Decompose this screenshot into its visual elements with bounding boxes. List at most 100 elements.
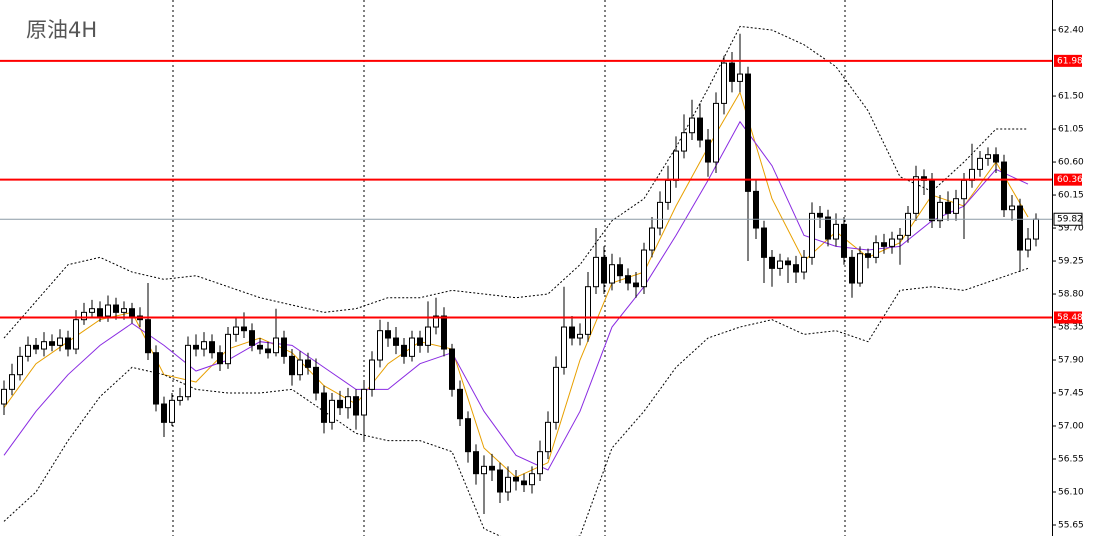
candle-body — [321, 392, 327, 423]
candle-body — [865, 253, 871, 258]
candle-body — [841, 223, 847, 258]
last-price-label: 59.82 — [1057, 215, 1083, 225]
candle-body — [369, 359, 375, 390]
y-tick-label: 56.55 — [1058, 455, 1084, 465]
candle-body — [385, 330, 391, 339]
candle-body — [521, 480, 527, 486]
candle-body — [769, 256, 775, 269]
candle-body — [857, 253, 863, 284]
candle-body — [665, 179, 671, 203]
candle-body — [785, 260, 791, 266]
candle-body — [729, 62, 735, 82]
candle-body — [9, 374, 15, 390]
candle-body — [313, 366, 319, 394]
candle-body — [697, 117, 703, 141]
candle-body — [57, 337, 63, 346]
day-separators — [172, 0, 846, 536]
candle-body — [585, 286, 591, 335]
candle-body — [225, 333, 231, 365]
candle-body — [377, 330, 383, 361]
candle-body — [393, 337, 399, 346]
candle-body — [41, 341, 47, 350]
candle-body — [721, 62, 727, 104]
candle-body — [201, 341, 207, 350]
candle-body — [817, 212, 823, 218]
candle-body — [929, 179, 935, 222]
candle-body — [193, 344, 199, 350]
candle-body — [713, 102, 719, 163]
candle-body — [289, 355, 295, 376]
candle-body — [569, 326, 575, 339]
candle-body — [473, 451, 479, 475]
candle-body — [1017, 205, 1023, 251]
candle-body — [617, 264, 623, 277]
y-tick-label: 58.80 — [1058, 290, 1084, 300]
candle-body — [673, 150, 679, 181]
candle-body — [345, 396, 351, 409]
candle-body — [129, 308, 135, 317]
candle-body — [937, 201, 943, 222]
candle-body — [441, 315, 447, 350]
candle-body — [97, 308, 103, 317]
candle-body — [689, 117, 695, 134]
candle-body — [105, 304, 111, 317]
candle-body — [961, 179, 967, 200]
candle-body — [1009, 205, 1015, 211]
candle-body — [161, 403, 167, 423]
candle-body — [753, 190, 759, 229]
chart-title: 原油4H — [26, 18, 97, 42]
candle-body — [281, 337, 287, 357]
y-tick-label: 60.15 — [1058, 191, 1084, 201]
candle-body — [257, 344, 263, 350]
candle-body — [305, 359, 311, 368]
candle-body — [353, 396, 359, 416]
candle-body — [1033, 218, 1039, 240]
candle-body — [801, 256, 807, 273]
y-tick-label: 62.40 — [1058, 26, 1084, 36]
candle-body — [33, 344, 39, 350]
level-label-box — [1054, 311, 1082, 324]
candle-body — [505, 476, 511, 493]
candle-body — [641, 249, 647, 288]
candle-body — [953, 198, 959, 214]
candle-body — [761, 227, 767, 258]
y-tick-label: 59.25 — [1058, 257, 1084, 267]
candle-body — [977, 157, 983, 170]
y-tick-label: 57.00 — [1058, 422, 1084, 432]
candle-body — [601, 256, 607, 284]
candle-body — [217, 352, 223, 365]
candle-body — [881, 242, 887, 247]
candle-body — [873, 242, 879, 258]
candle-body — [153, 352, 159, 405]
candle-body — [73, 319, 79, 350]
candle-body — [329, 399, 335, 423]
candle-body — [609, 264, 615, 284]
candle-body — [337, 399, 343, 409]
last-price-box — [1053, 212, 1083, 226]
candle-body — [401, 344, 407, 357]
candle-body — [497, 469, 503, 493]
candle-body — [273, 337, 279, 354]
candle-body — [681, 132, 687, 152]
candle-body — [593, 256, 599, 288]
candle-body — [265, 348, 271, 354]
candle-body — [1, 388, 7, 405]
candle-body — [89, 308, 95, 313]
y-tick-label: 61.50 — [1058, 92, 1084, 102]
candle-body — [417, 337, 423, 346]
candle-body — [625, 275, 631, 284]
candle-body — [833, 223, 839, 240]
candle-body — [545, 421, 551, 453]
level-label-box — [1054, 54, 1082, 67]
candle-body — [449, 348, 455, 390]
candle-body — [297, 359, 303, 376]
candle-body — [361, 388, 367, 416]
candle-body — [553, 366, 559, 423]
candle-body — [233, 326, 239, 335]
candle-body — [425, 326, 431, 346]
candle-body — [993, 154, 999, 163]
candle-body — [1001, 161, 1007, 211]
candle-body — [145, 319, 151, 354]
candle-body — [489, 465, 495, 471]
